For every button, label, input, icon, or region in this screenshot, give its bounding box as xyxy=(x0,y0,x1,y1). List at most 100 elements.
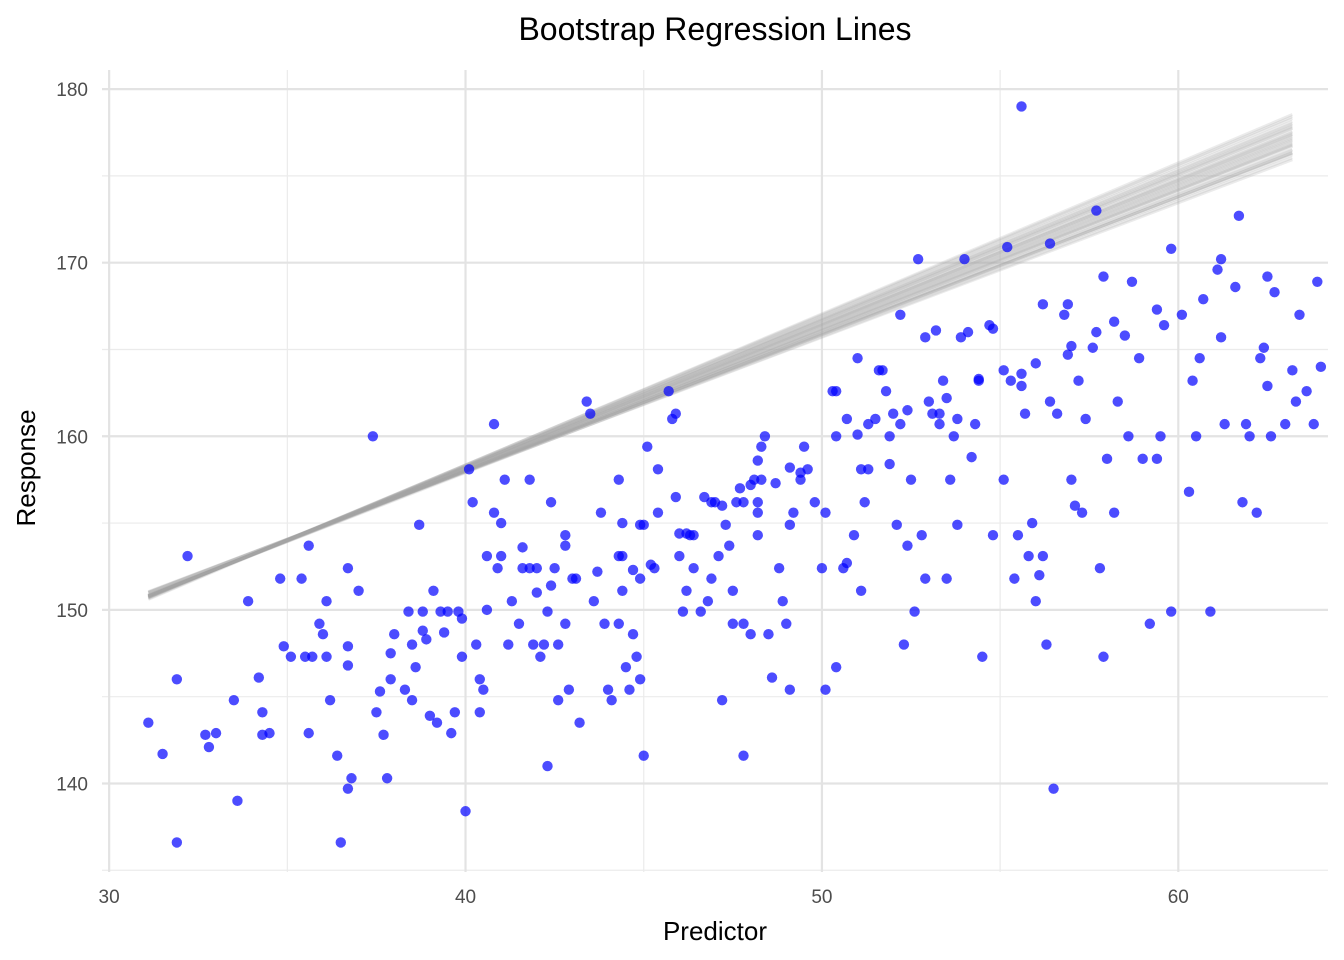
bootstrap-line xyxy=(147,113,1293,601)
data-point xyxy=(688,563,699,574)
data-point xyxy=(1037,550,1049,562)
data-point xyxy=(549,563,560,574)
data-point xyxy=(670,491,681,503)
data-point xyxy=(638,519,649,531)
grid xyxy=(102,70,1328,872)
bootstrap-line xyxy=(147,126,1293,599)
data-point xyxy=(763,628,774,640)
bootstrap-line xyxy=(147,115,1293,600)
data-point xyxy=(182,550,193,562)
data-point xyxy=(1315,361,1327,373)
data-point xyxy=(531,587,543,598)
data-point xyxy=(460,806,471,817)
bootstrap-line xyxy=(147,145,1293,597)
data-point xyxy=(545,497,557,508)
bootstrap-line xyxy=(147,136,1293,598)
bootstrap-line xyxy=(147,120,1293,600)
data-point xyxy=(1126,276,1138,287)
data-point xyxy=(585,408,596,419)
data-point xyxy=(303,727,314,739)
data-point xyxy=(431,717,443,728)
data-point xyxy=(830,385,842,397)
data-point xyxy=(1108,316,1120,327)
data-point xyxy=(1091,205,1102,216)
data-point xyxy=(745,628,756,640)
data-point xyxy=(670,408,681,419)
data-point xyxy=(909,606,920,617)
data-point xyxy=(1255,352,1266,364)
data-point xyxy=(1287,365,1298,376)
data-point xyxy=(342,783,354,794)
bootstrap-line xyxy=(147,117,1293,600)
data-point xyxy=(531,563,543,574)
data-point xyxy=(617,550,628,562)
data-point xyxy=(941,392,952,404)
data-point xyxy=(1098,271,1109,282)
data-point xyxy=(435,606,446,617)
data-point xyxy=(1165,243,1177,255)
data-point xyxy=(542,760,553,772)
data-point xyxy=(731,497,742,508)
data-point xyxy=(471,639,482,650)
data-point xyxy=(784,519,796,531)
data-point xyxy=(752,497,763,508)
data-point xyxy=(934,418,945,430)
data-point xyxy=(1290,396,1302,407)
data-point xyxy=(1076,507,1088,518)
data-point xyxy=(492,563,503,574)
data-point xyxy=(738,618,749,629)
data-point xyxy=(1005,375,1017,386)
data-point xyxy=(966,451,977,463)
bootstrap-line xyxy=(147,153,1293,594)
data-point xyxy=(1066,340,1077,352)
y-tick-label: 140 xyxy=(56,774,88,795)
data-point xyxy=(1262,271,1273,282)
data-point xyxy=(342,641,354,652)
data-point xyxy=(1044,238,1056,249)
data-point xyxy=(299,651,311,662)
data-point xyxy=(852,352,863,364)
bootstrap-line xyxy=(147,134,1293,598)
x-tick-label: 30 xyxy=(99,887,120,908)
data-point xyxy=(1016,368,1027,379)
data-point xyxy=(513,618,525,629)
bootstrap-line xyxy=(147,156,1293,594)
data-point xyxy=(738,750,749,761)
data-point xyxy=(1073,375,1084,386)
data-point xyxy=(1091,326,1102,338)
data-point xyxy=(406,694,418,706)
data-point xyxy=(788,507,799,518)
data-point xyxy=(620,661,632,673)
data-point xyxy=(385,674,396,685)
data-point xyxy=(321,651,332,662)
data-point xyxy=(1155,431,1166,442)
data-point xyxy=(1026,517,1038,529)
data-point xyxy=(969,418,981,430)
data-point xyxy=(759,431,771,442)
data-point xyxy=(902,540,913,551)
data-point xyxy=(560,618,571,629)
bootstrap-line xyxy=(147,138,1293,598)
data-point xyxy=(1262,380,1273,392)
data-point xyxy=(1066,474,1077,485)
data-point xyxy=(962,326,974,338)
x-tick-label: 60 xyxy=(1168,887,1189,908)
data-point xyxy=(1194,352,1205,364)
x-axis-title: Predictor xyxy=(663,916,767,946)
data-point xyxy=(841,557,853,569)
data-point xyxy=(784,462,796,473)
data-point xyxy=(706,573,717,584)
data-point xyxy=(781,618,792,629)
data-point xyxy=(417,625,428,636)
data-point xyxy=(987,530,999,541)
data-point xyxy=(998,474,1009,485)
data-point xyxy=(859,497,870,508)
data-point xyxy=(1044,396,1056,407)
data-point xyxy=(495,517,507,529)
data-point xyxy=(474,674,485,685)
data-point xyxy=(456,651,468,662)
data-point xyxy=(642,441,653,452)
data-point xyxy=(706,497,717,508)
data-point xyxy=(538,639,550,650)
bootstrap-line xyxy=(147,129,1293,598)
